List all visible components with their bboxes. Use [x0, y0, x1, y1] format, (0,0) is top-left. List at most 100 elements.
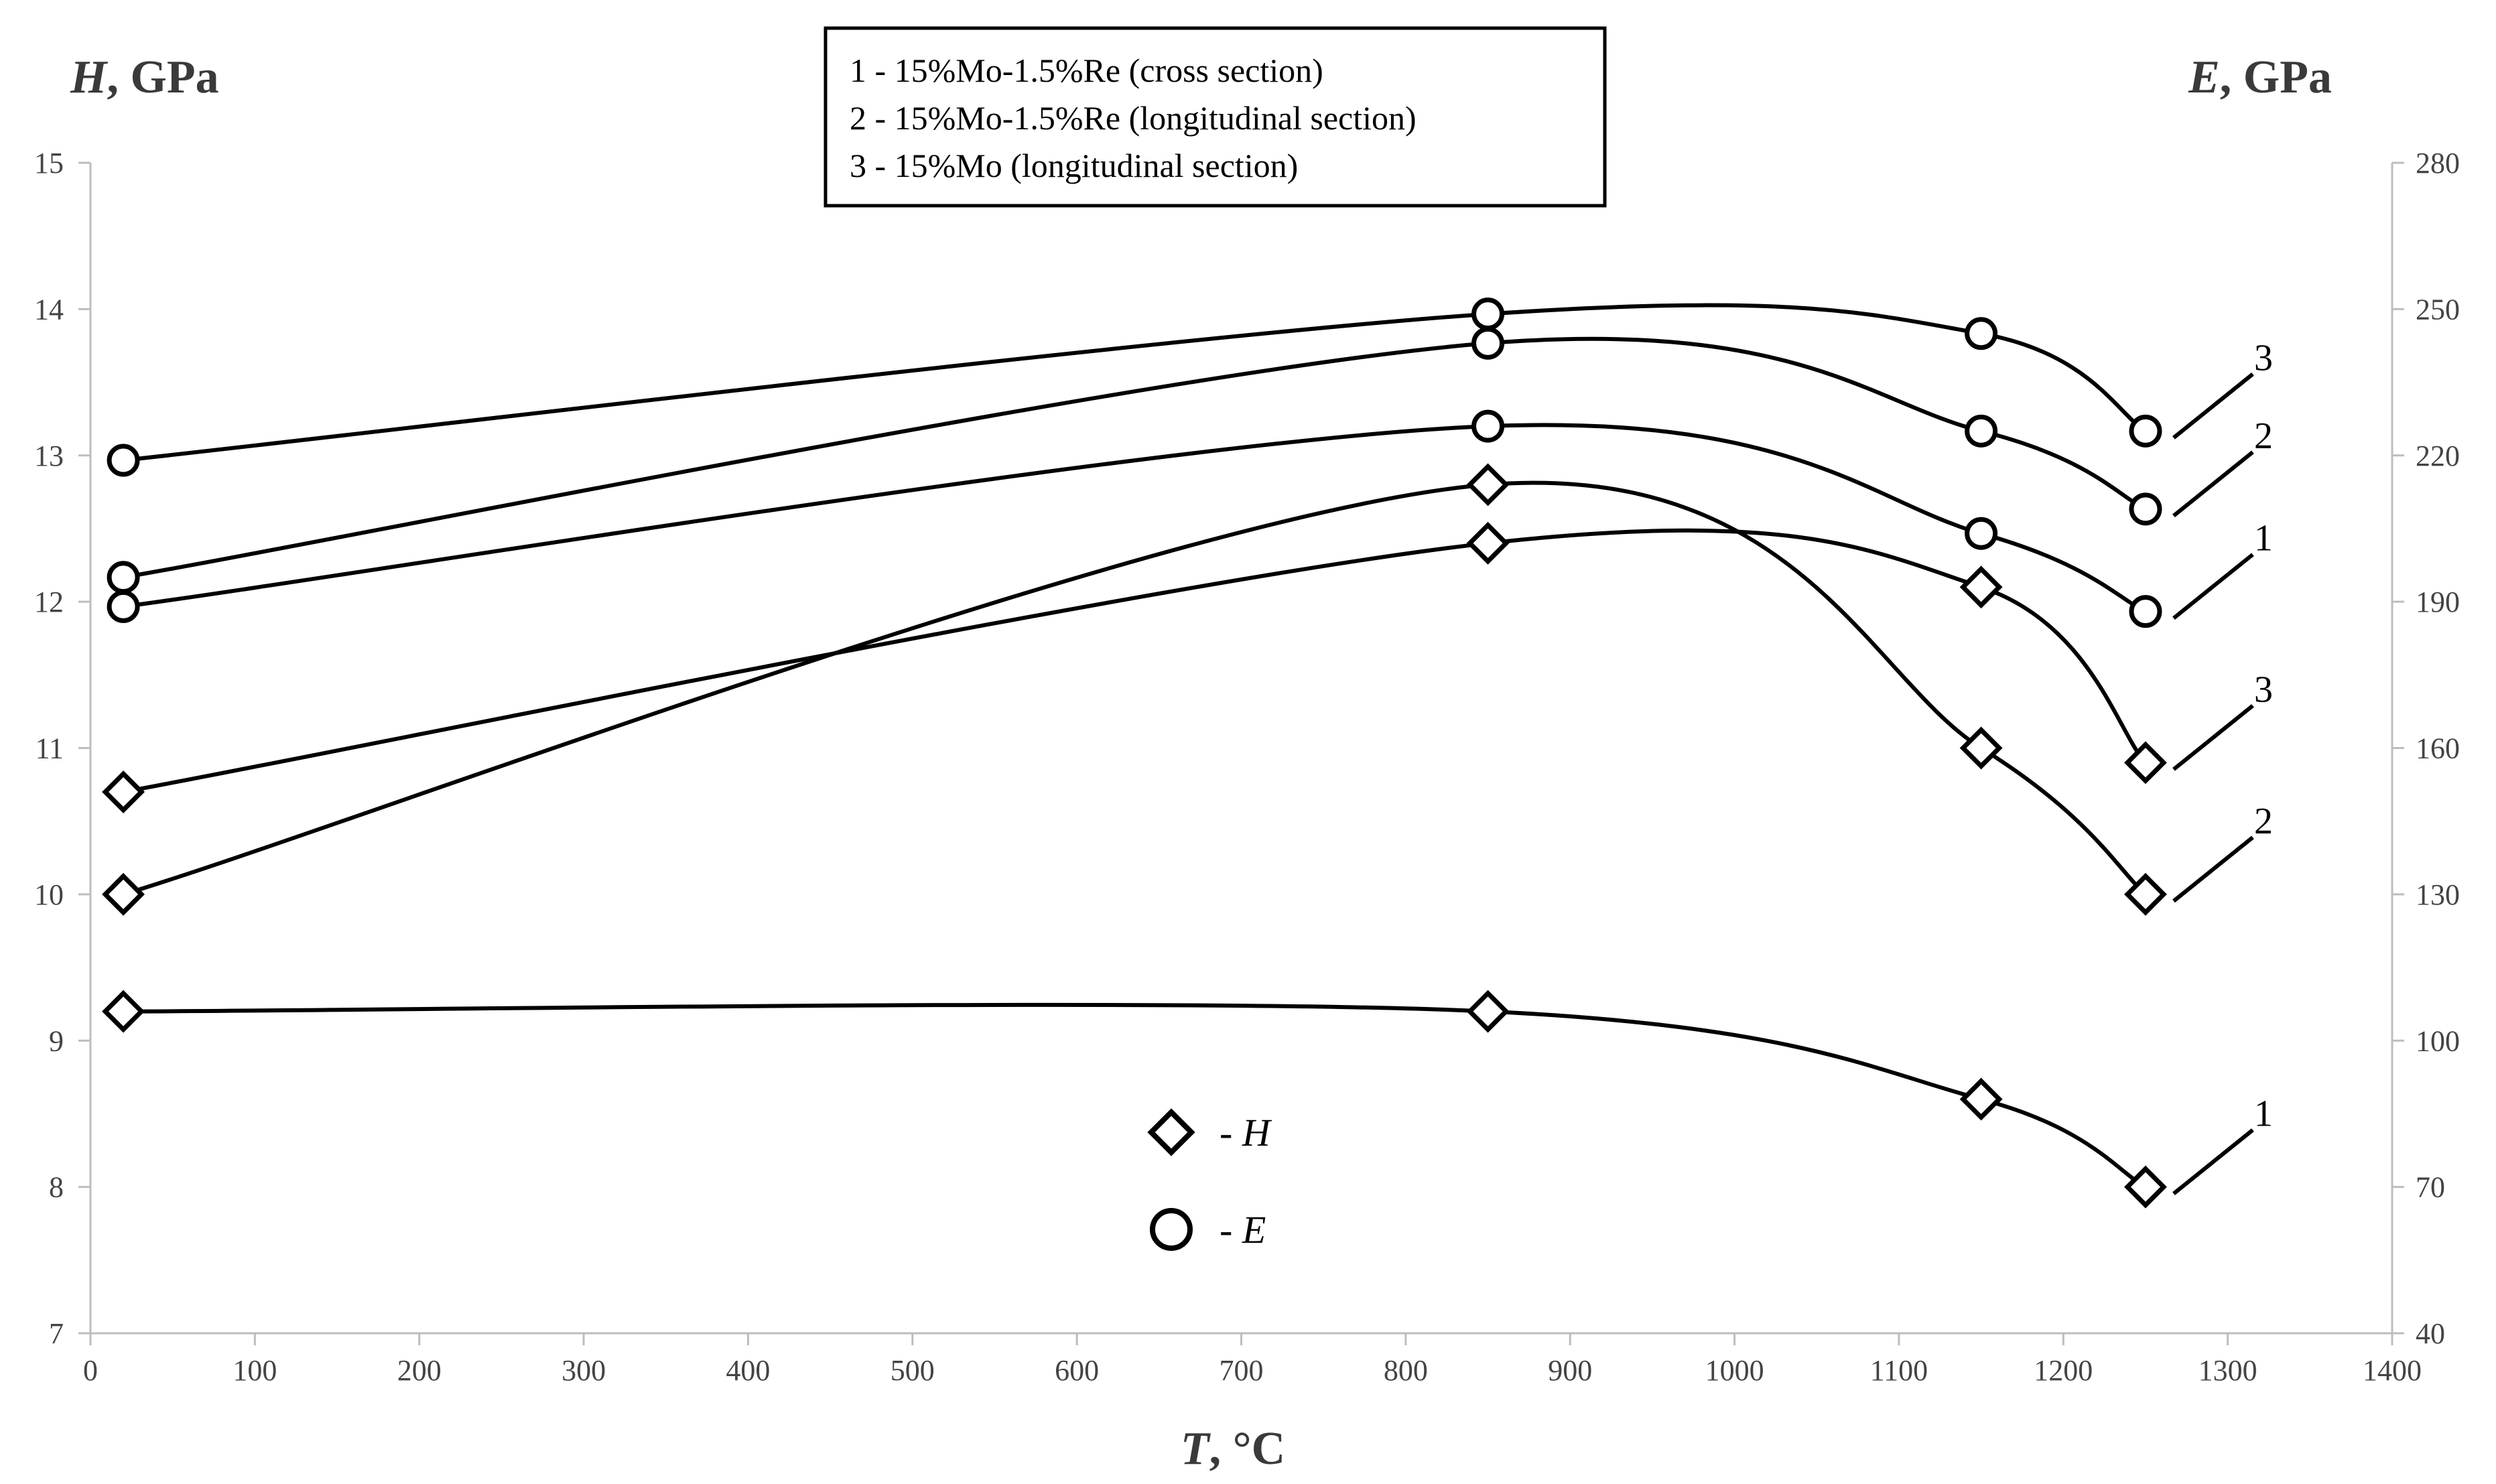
curve-e-2	[123, 336, 2147, 580]
leader-line-e-2	[2172, 450, 2254, 518]
x-tick-label: 1200	[2034, 1354, 2093, 1387]
marker-h-2-diamond-icon	[1959, 726, 2003, 770]
y-right-unit: , GPa	[2220, 52, 2332, 103]
marker-e-3-circle-icon	[2129, 414, 2162, 448]
marker-legend-h-label: H	[1242, 1111, 1272, 1154]
curve-label-e-3: 3	[2254, 337, 2273, 379]
y-left-tick-label: 12	[34, 586, 64, 618]
curve-labels: 1 2 3 1 2 3	[2172, 337, 2273, 1195]
tick-labels: 0 100 200 300 400 500 600 700 800 900 1000 1100 1200…	[34, 147, 2460, 1387]
marker-legend: - H - E	[1147, 1108, 1272, 1252]
marker-e-1-circle-icon	[1965, 517, 1998, 550]
x-tick-label: 200	[397, 1354, 442, 1387]
marker-e-1-circle-icon	[107, 590, 140, 623]
marker-legend-e: - E	[1220, 1208, 1266, 1252]
x-axis-title: T, °C	[1181, 1423, 1285, 1475]
leader-line-h-1	[2172, 1128, 2254, 1195]
markers	[102, 297, 2167, 1209]
marker-h-3-diamond-icon	[1466, 521, 1510, 565]
marker-e-1-circle-icon	[1471, 409, 1505, 443]
y-right-tick-label: 130	[2416, 878, 2460, 911]
y-right-tick-label: 220	[2416, 440, 2460, 472]
marker-h-2-diamond-icon	[102, 872, 145, 916]
marker-h-1-diamond-icon	[1959, 1077, 2003, 1121]
x-unit: , °C	[1209, 1423, 1286, 1475]
curve-label-h-1: 1	[2254, 1093, 2273, 1135]
marker-e-1-circle-icon	[2129, 595, 2162, 628]
y-left-tick-label: 8	[49, 1171, 64, 1204]
marker-h-1-diamond-icon	[2124, 1165, 2167, 1209]
x-tick-label: 300	[562, 1354, 606, 1387]
y-right-tick-label: 40	[2416, 1317, 2445, 1350]
y-right-axis-title: E, GPa	[2188, 52, 2332, 103]
y-right-tick-label: 280	[2416, 147, 2460, 180]
marker-e-3-circle-icon	[1965, 317, 1998, 350]
legend-entry-2: 2 - 15%Mo-1.5%Re (longitudinal section)	[850, 99, 1417, 137]
y-left-var: H	[70, 52, 109, 103]
y-right-tick-label: 70	[2416, 1171, 2445, 1204]
y-right-var: E	[2188, 52, 2220, 103]
leader-line-h-3	[2172, 704, 2254, 771]
x-tick-label: 400	[726, 1354, 770, 1387]
leader-line-h-2	[2172, 835, 2254, 903]
marker-h-3-diamond-icon	[1959, 565, 2003, 609]
marker-h-1-diamond-icon	[1466, 990, 1510, 1033]
marker-e-3-circle-icon	[1471, 297, 1505, 331]
marker-legend-h-prefix: -	[1220, 1111, 1242, 1154]
axes	[78, 161, 2404, 1345]
x-var: T	[1181, 1423, 1211, 1475]
leader-line-e-1	[2172, 553, 2254, 620]
x-tick-label: 1100	[1870, 1354, 1928, 1387]
legend-entry-3: 3 - 15%Mo (longitudinal section)	[850, 147, 1298, 184]
y-left-tick-label: 14	[34, 293, 64, 326]
x-tick-label: 1400	[2363, 1354, 2422, 1387]
marker-e-2-circle-icon	[1965, 414, 1998, 448]
marker-e-2-circle-icon	[1471, 326, 1505, 360]
marker-legend-e-label: E	[1242, 1208, 1266, 1252]
curve-label-h-3: 3	[2254, 669, 2273, 710]
y-right-tick-label: 100	[2416, 1024, 2460, 1057]
marker-h-3-diamond-icon	[2124, 741, 2167, 785]
marker-h-2-diamond-icon	[2124, 872, 2167, 916]
marker-legend-diamond-icon	[1147, 1108, 1195, 1156]
curves	[123, 303, 2148, 1189]
y-left-tick-label: 15	[34, 147, 64, 180]
marker-legend-h: - H	[1220, 1111, 1272, 1154]
curve-label-e-1: 1	[2254, 518, 2273, 559]
leader-line-e-3	[2172, 373, 2254, 440]
marker-e-2-circle-icon	[2129, 492, 2162, 526]
x-tick-label: 900	[1548, 1354, 1592, 1387]
y-left-tick-label: 7	[49, 1317, 64, 1350]
marker-e-3-circle-icon	[107, 444, 140, 477]
x-tick-label: 1000	[1705, 1354, 1764, 1387]
x-tick-label: 600	[1055, 1354, 1099, 1387]
legend-box	[824, 26, 1607, 208]
y-left-tick-label: 11	[36, 732, 64, 765]
curve-e-1	[123, 423, 2147, 614]
y-left-tick-label: 13	[34, 440, 64, 472]
y-left-tick-label: 10	[34, 878, 64, 911]
x-tick-label: 1300	[2198, 1354, 2257, 1387]
y-right-tick-label: 190	[2416, 586, 2460, 618]
curve-h-1	[123, 1002, 2147, 1189]
curve-e-3	[123, 303, 2147, 462]
x-tick-label: 0	[83, 1354, 98, 1387]
x-tick-label: 800	[1384, 1354, 1428, 1387]
y-right-tick-label: 250	[2416, 293, 2460, 326]
curve-label-e-2: 2	[2254, 415, 2273, 457]
y-left-tick-label: 9	[49, 1024, 64, 1057]
legend-entry-1: 1 - 15%Mo-1.5%Re (cross section)	[850, 52, 1323, 89]
x-tick-label: 700	[1220, 1354, 1264, 1387]
y-left-unit: , GPa	[107, 52, 218, 103]
marker-h-1-diamond-icon	[102, 990, 145, 1033]
curve-h-2	[123, 480, 2147, 896]
marker-legend-circle-icon	[1150, 1208, 1193, 1251]
x-tick-label: 500	[891, 1354, 935, 1387]
curve-label-h-2: 2	[2254, 801, 2273, 842]
marker-e-2-circle-icon	[107, 561, 140, 594]
legend: 1 - 15%Mo-1.5%Re (cross section) 2 - 15%…	[824, 26, 1607, 208]
y-right-tick-label: 160	[2416, 732, 2460, 765]
marker-h-3-diamond-icon	[102, 770, 145, 813]
curve-h-3	[123, 528, 2148, 794]
